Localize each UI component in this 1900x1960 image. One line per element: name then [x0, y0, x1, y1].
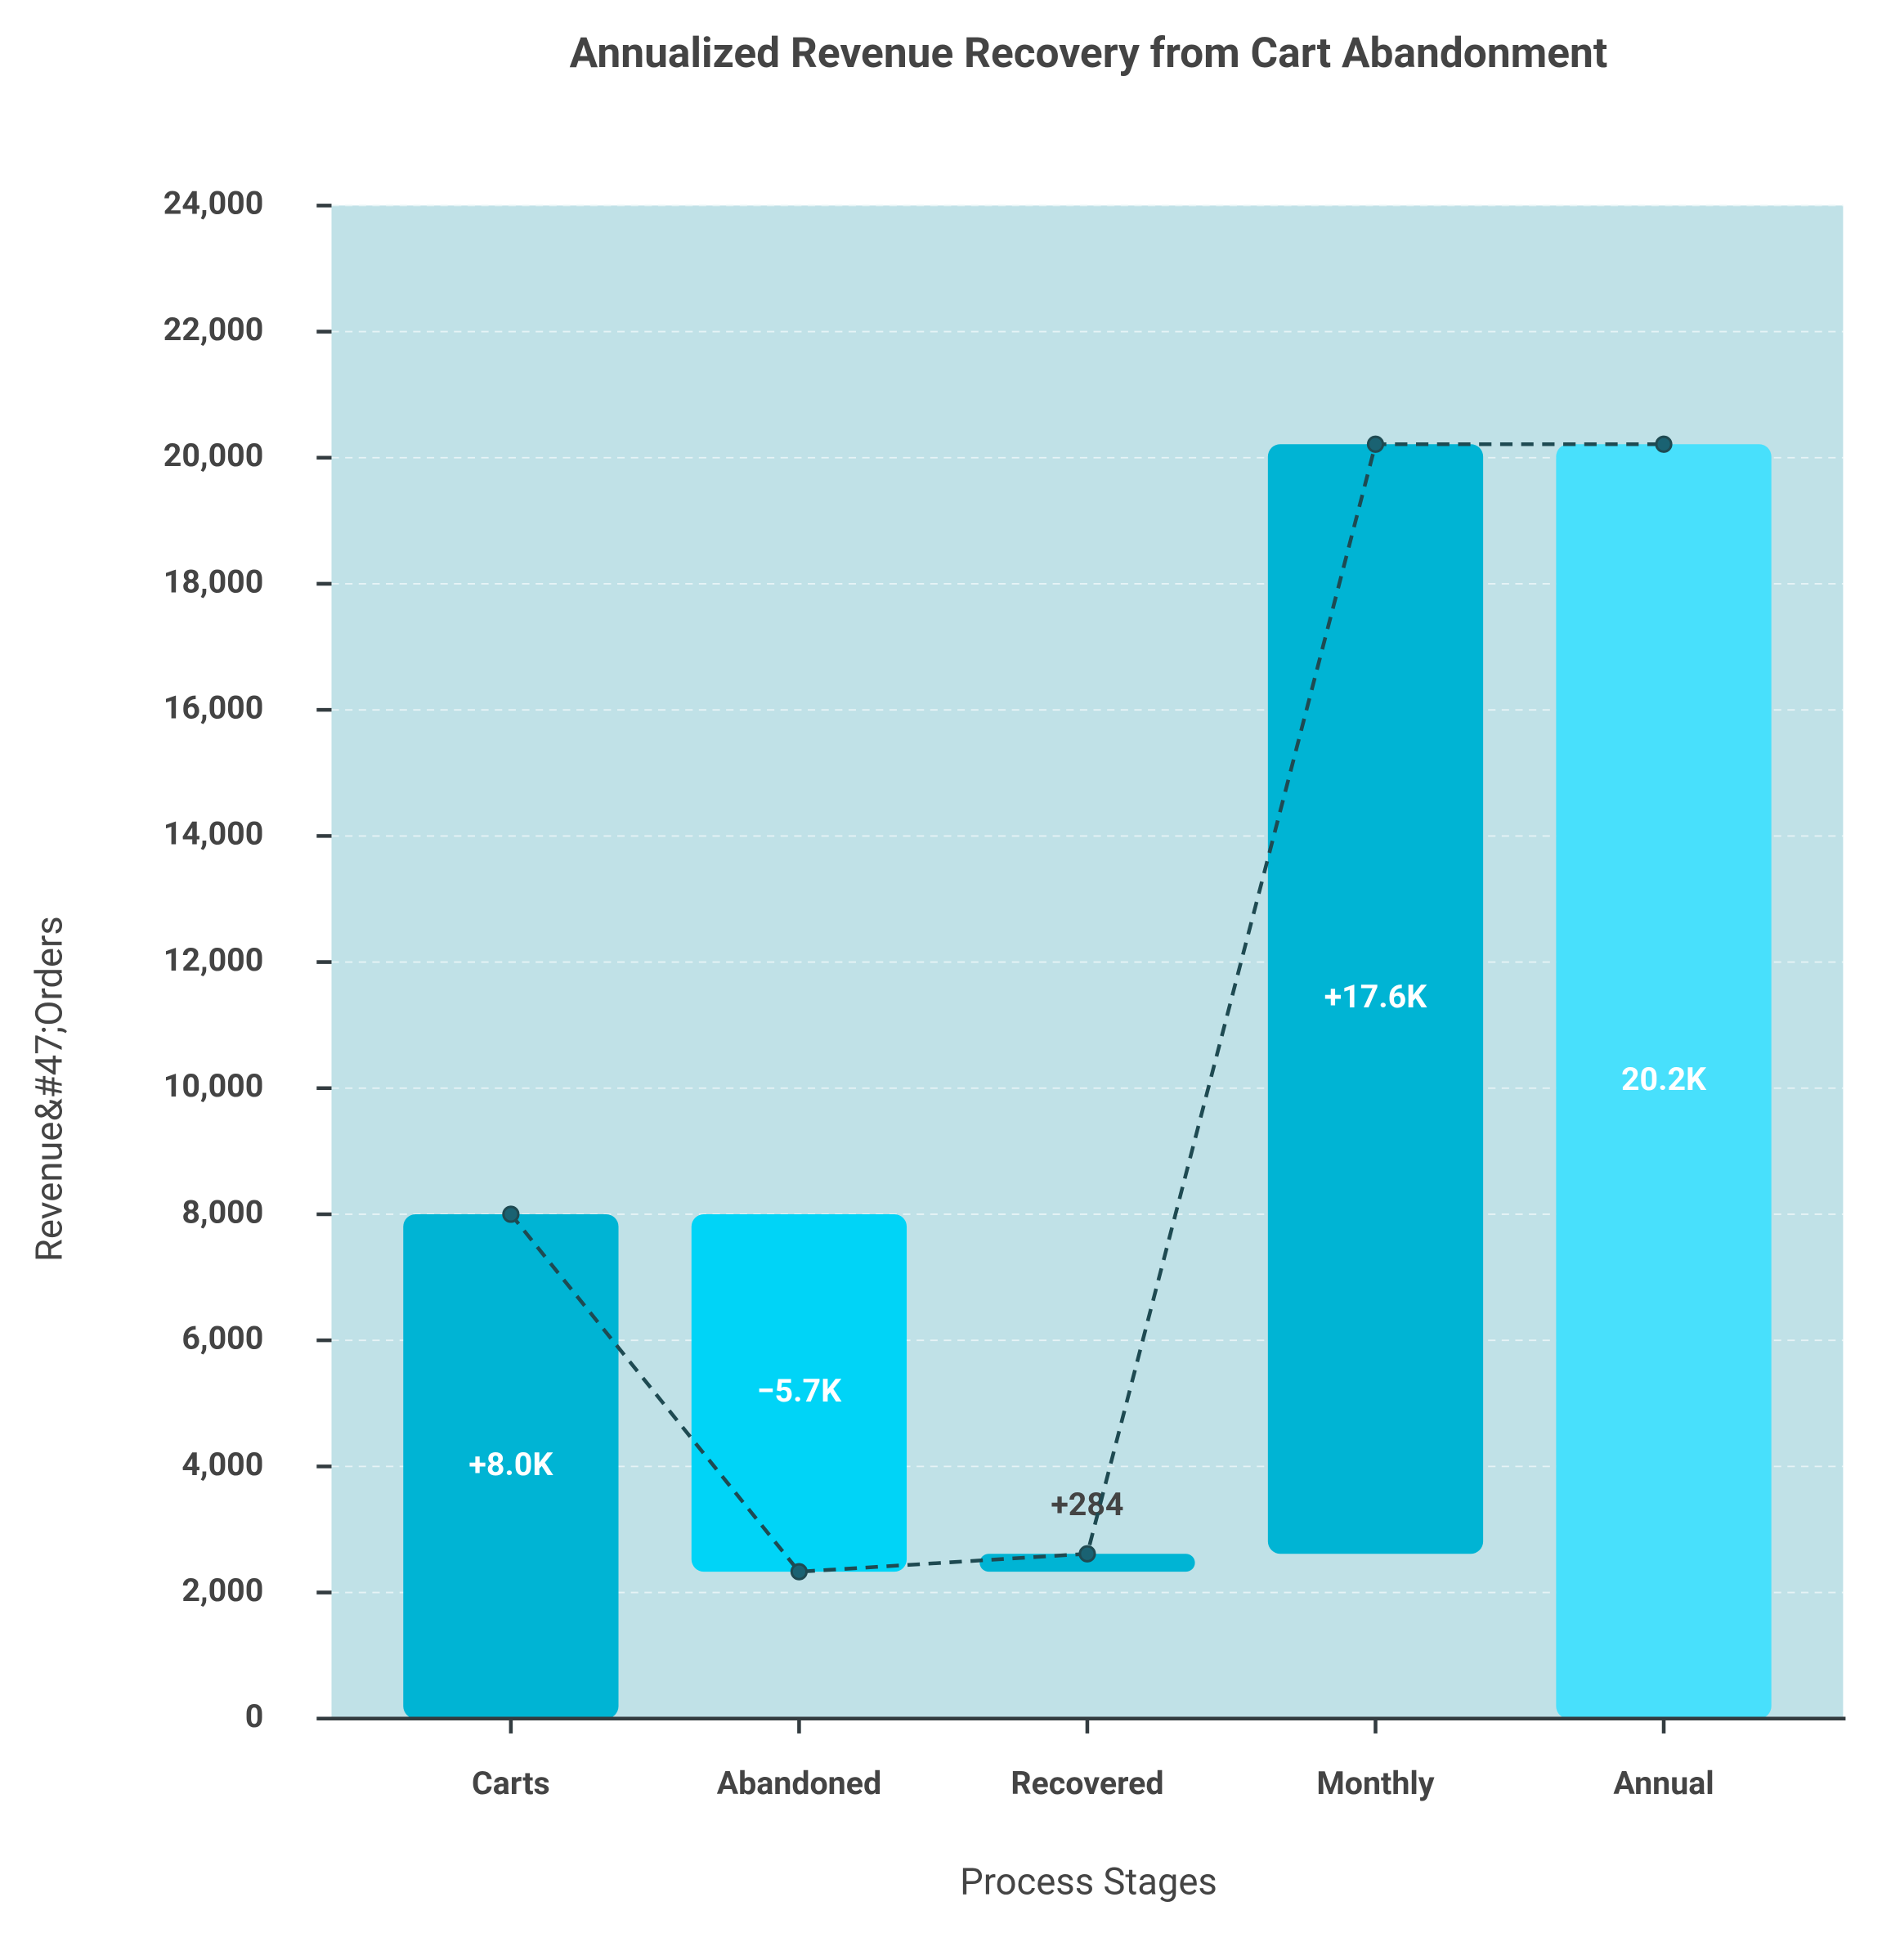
value-label: 20.2K [1621, 1061, 1707, 1098]
connector-dot [1655, 435, 1673, 453]
y-tick-label: 12,000 [164, 941, 264, 979]
x-axis-title: Process Stages [960, 1861, 1217, 1904]
x-tick-label: Annual [1613, 1765, 1714, 1802]
x-tick-label: Abandoned [717, 1765, 881, 1802]
x-tick-label: Recovered [1010, 1765, 1163, 1802]
y-tick-label: 16,000 [164, 689, 264, 727]
connector-dot [502, 1205, 520, 1223]
chart-title: Annualized Revenue Recovery from Cart Ab… [570, 28, 1608, 78]
value-label: +284 [1051, 1486, 1123, 1523]
y-tick-label: 18,000 [164, 563, 264, 600]
connector-dot [790, 1563, 809, 1581]
y-tick-label: 10,000 [164, 1067, 264, 1105]
y-tick-label: 0 [245, 1698, 264, 1735]
y-tick-label: 6,000 [181, 1320, 263, 1357]
y-tick-label: 2,000 [181, 1572, 263, 1609]
connector-dot [1078, 1545, 1096, 1563]
value-label: −5.7K [757, 1372, 842, 1410]
y-axis-title: Revenue&#47;Orders [29, 916, 72, 1262]
bar [691, 1213, 907, 1572]
bar [1556, 444, 1772, 1719]
y-tick-label: 4,000 [181, 1446, 263, 1483]
connector-dot [1366, 435, 1385, 453]
value-label: +8.0K [468, 1446, 553, 1483]
y-tick-label: 24,000 [164, 185, 264, 222]
bar [403, 1213, 619, 1719]
y-tick-label: 14,000 [164, 815, 264, 853]
bar [1267, 444, 1484, 1554]
bar [979, 1554, 1195, 1572]
x-tick-label: Carts [472, 1765, 550, 1802]
y-tick-label: 22,000 [164, 311, 264, 348]
x-tick-label: Monthly [1316, 1765, 1434, 1802]
y-tick-label: 8,000 [181, 1193, 263, 1231]
value-label: +17.6K [1324, 978, 1428, 1016]
y-tick-label: 20,000 [164, 437, 264, 474]
